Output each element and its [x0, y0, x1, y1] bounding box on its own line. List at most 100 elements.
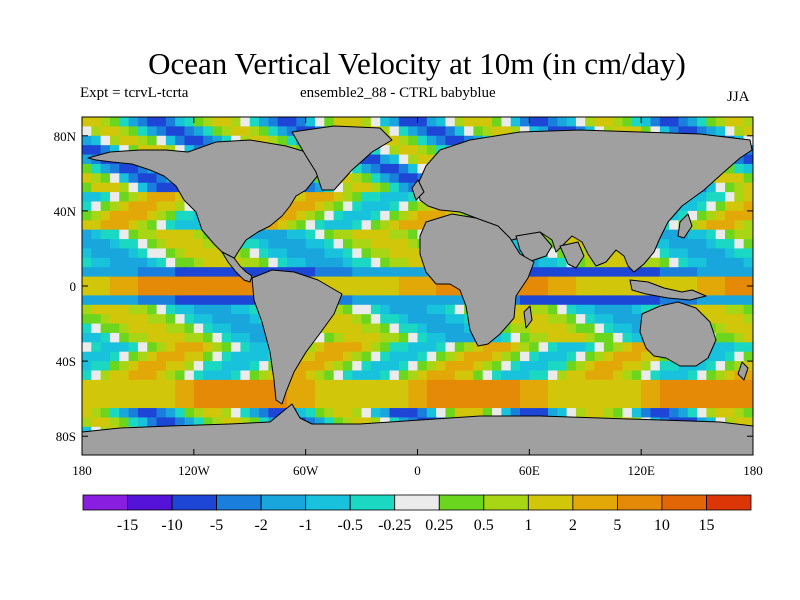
- field-cell: [352, 276, 363, 287]
- field-cell: [352, 342, 363, 353]
- field-cell: [184, 248, 195, 259]
- field-cell: [631, 342, 642, 353]
- field-cell: [436, 389, 447, 400]
- field-cell: [296, 210, 307, 221]
- colorbar-label: -1: [299, 517, 312, 534]
- field-cell: [622, 323, 633, 334]
- field-cell: [296, 117, 307, 127]
- field-cell: [417, 351, 428, 362]
- field-cell: [165, 201, 176, 212]
- field-cell: [137, 323, 148, 334]
- field-cell: [650, 276, 661, 287]
- field-cell: [678, 379, 689, 390]
- field-cell: [128, 276, 139, 287]
- field-cell: [547, 408, 558, 419]
- field-cell: [100, 173, 111, 184]
- field-cell: [417, 342, 428, 353]
- field-cell: [333, 276, 344, 287]
- field-cell: [585, 361, 596, 372]
- field-cell: [715, 276, 726, 287]
- field-cell: [352, 163, 363, 174]
- field-cell: [305, 417, 316, 428]
- field-cell: [342, 286, 353, 296]
- field-cell: [380, 154, 391, 165]
- field-cell: [82, 163, 92, 174]
- field-cell: [249, 379, 260, 390]
- field-cell: [501, 323, 512, 334]
- field-cell: [361, 267, 372, 278]
- field-cell: [137, 163, 148, 174]
- field-cell: [193, 304, 204, 315]
- colorbar-label: -2: [254, 517, 267, 534]
- field-cell: [734, 210, 745, 221]
- field-cell: [417, 117, 428, 127]
- field-cell: [585, 267, 596, 278]
- field-cell: [473, 351, 484, 362]
- field-cell: [128, 417, 139, 428]
- field-cell: [547, 351, 558, 362]
- field-cell: [165, 126, 176, 137]
- field-cell: [314, 210, 325, 221]
- lat-tick-label: 80S: [56, 429, 76, 444]
- field-cell: [389, 154, 400, 165]
- field-cell: [734, 351, 745, 362]
- field-cell: [184, 417, 195, 428]
- field-cell: [566, 361, 577, 372]
- field-cell: [184, 304, 195, 315]
- field-cell: [147, 210, 158, 221]
- field-cell: [91, 248, 102, 259]
- field-cell: [669, 117, 680, 127]
- field-cell: [370, 398, 381, 409]
- field-cell: [109, 295, 120, 306]
- field-cell: [687, 126, 698, 137]
- field-cell: [156, 117, 167, 127]
- field-cell: [184, 408, 195, 419]
- field-cell: [389, 398, 400, 409]
- field-cell: [91, 323, 102, 334]
- field-cell: [725, 370, 735, 381]
- field-cell: [203, 342, 214, 353]
- field-cell: [221, 398, 232, 409]
- field-cell: [175, 229, 186, 240]
- field-cell: [100, 323, 111, 334]
- field-cell: [128, 210, 139, 221]
- field-cell: [697, 389, 707, 400]
- field-cell: [361, 201, 372, 212]
- field-cell: [603, 276, 614, 287]
- field-cell: [184, 323, 195, 334]
- field-cell: [510, 239, 521, 250]
- field-cell: [342, 323, 353, 334]
- field-cell: [184, 135, 195, 146]
- field-cell: [436, 314, 447, 325]
- field-cell: [119, 286, 130, 296]
- field-cell: [473, 408, 484, 419]
- field-cell: [352, 210, 363, 221]
- field-cell: [314, 389, 325, 400]
- field-cell: [622, 117, 633, 127]
- field-cell: [417, 267, 428, 278]
- field-cell: [147, 295, 158, 306]
- field-cell: [314, 398, 325, 409]
- field-cell: [370, 192, 381, 203]
- field-cell: [715, 210, 726, 221]
- field-cell: [100, 239, 111, 250]
- field-cell: [137, 201, 148, 212]
- field-cell: [734, 332, 745, 343]
- field-cell: [212, 286, 223, 296]
- field-cell: [725, 314, 735, 325]
- field-cell: [538, 370, 549, 381]
- field-cell: [165, 286, 176, 296]
- field-cell: [82, 332, 92, 343]
- field-cell: [687, 257, 698, 268]
- field-cell: [296, 201, 307, 212]
- field-cell: [296, 389, 307, 400]
- field-cell: [268, 248, 279, 259]
- field-cell: [128, 117, 139, 127]
- field-cell: [445, 314, 456, 325]
- field-cell: [147, 182, 158, 193]
- colorbar-swatch: [527, 494, 574, 511]
- field-cell: [296, 361, 307, 372]
- field-cell: [464, 370, 475, 381]
- field-cell: [687, 379, 698, 390]
